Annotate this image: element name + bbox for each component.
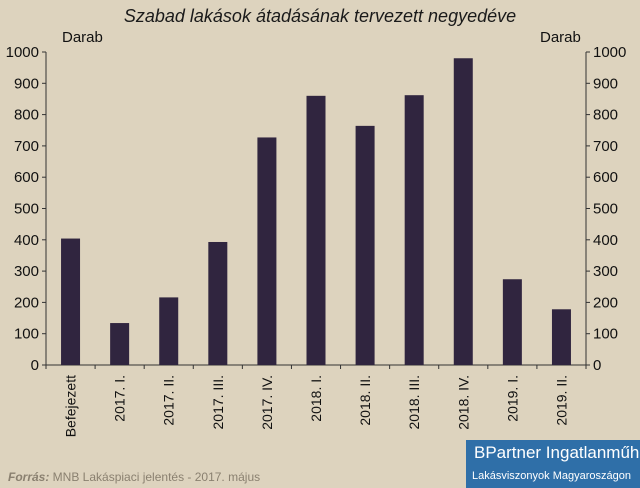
- x-tick-label: 2018. III.: [406, 375, 422, 429]
- x-tick-label: 2018. IV.: [455, 375, 471, 430]
- chart-title: Szabad lakások átadásának tervezett negy…: [123, 6, 517, 26]
- y-tick-label-right: 300: [593, 263, 618, 280]
- y-tick-label-right: 800: [593, 107, 618, 124]
- source-label: Forrás:: [8, 470, 50, 484]
- y-tick-label-right: 700: [593, 138, 618, 155]
- x-tick-label: 2017. IV.: [259, 375, 275, 430]
- brand-name: BPartner Ingatlanműhely: [474, 443, 640, 462]
- y-tick-label-right: 500: [593, 201, 618, 218]
- y-tick-label-left: 900: [14, 75, 39, 92]
- x-tick-label: 2017. II.: [161, 375, 177, 426]
- x-tick-label: 2019. I.: [504, 375, 520, 422]
- bar: [551, 309, 571, 365]
- bar: [61, 238, 81, 365]
- bar: [306, 95, 326, 365]
- source-text: MNB Lakáspiaci jelentés - 2017. május: [49, 470, 261, 484]
- y-unit-right: Darab: [540, 29, 581, 46]
- y-ticks-left: 0 100 200 300 400 500 600 700 800 900 1000: [6, 44, 46, 374]
- y-tick-label-left: 400: [14, 232, 39, 249]
- y-tick-label-right: 400: [593, 232, 618, 249]
- y-tick-label-left: 500: [14, 201, 39, 218]
- x-tick-label: 2019. II.: [553, 375, 569, 426]
- y-tick-label-left: 600: [14, 169, 39, 186]
- x-tick-label: 2018. II.: [357, 375, 373, 426]
- y-tick-label-left: 300: [14, 263, 39, 280]
- bar: [453, 58, 473, 365]
- bar: [159, 297, 179, 365]
- y-tick-label-left: 0: [31, 357, 39, 374]
- y-tick-label-right: 1000: [593, 44, 626, 61]
- y-tick-label-right: 100: [593, 326, 618, 343]
- bar: [355, 125, 375, 365]
- bar: [110, 323, 130, 365]
- bar: [502, 279, 522, 365]
- y-unit-left: Darab: [62, 29, 103, 46]
- bar: [257, 137, 277, 365]
- x-tick-label: 2018. I.: [308, 375, 324, 422]
- brand-tagline: Lakásviszonyok Magyaroszágon: [472, 470, 631, 482]
- y-tick-label-left: 100: [14, 326, 39, 343]
- y-tick-label-left: 800: [14, 107, 39, 124]
- bars: [61, 58, 571, 365]
- y-ticks-right: 0 100 200 300 400 500 600 700 800 900 1000: [586, 44, 626, 374]
- brand-badge: BPartner Ingatlanműhely Lakásviszonyok M…: [466, 440, 640, 488]
- x-tick-label: 2017. III.: [210, 375, 226, 429]
- y-tick-label-left: 700: [14, 138, 39, 155]
- y-tick-label-left: 200: [14, 294, 39, 311]
- y-tick-label-right: 900: [593, 75, 618, 92]
- x-ticks: Befejezett 2017. I. 2017. II. 2017. III. 201…: [45, 365, 587, 437]
- source-note: Forrás: MNB Lakáspiaci jelentés - 2017. …: [8, 470, 260, 484]
- bar: [208, 241, 228, 365]
- y-tick-label-right: 200: [593, 294, 618, 311]
- bar: [404, 95, 424, 365]
- x-tick-label: Befejezett: [63, 375, 79, 437]
- x-tick-label: 2017. I.: [112, 375, 128, 422]
- y-tick-label-right: 600: [593, 169, 618, 186]
- y-tick-label-right: 0: [593, 357, 601, 374]
- y-tick-label-left: 1000: [6, 44, 39, 61]
